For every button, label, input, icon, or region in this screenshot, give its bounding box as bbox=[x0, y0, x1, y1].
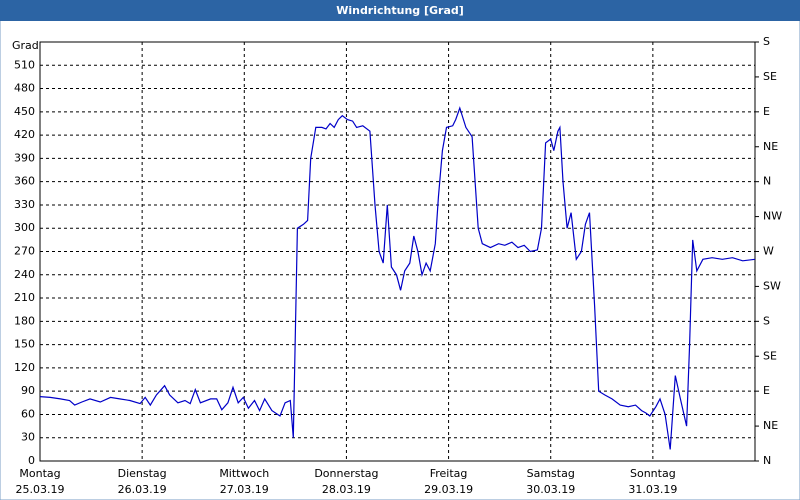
y2-tick-label: SW bbox=[763, 279, 781, 292]
y-tick-label: 450 bbox=[14, 105, 35, 118]
y-tick-label: 210 bbox=[14, 291, 35, 304]
y2-tick-label: W bbox=[763, 245, 774, 258]
y2-tick-label: NE bbox=[763, 140, 778, 153]
x-tick-date: 26.03.19 bbox=[118, 483, 167, 496]
y-tick-label: 510 bbox=[14, 58, 35, 71]
data-line bbox=[39, 106, 756, 450]
y2-tick-label: S bbox=[763, 314, 770, 327]
y2-tick-label: NW bbox=[763, 210, 782, 223]
y2-tick-label: N bbox=[763, 454, 771, 467]
x-tick-date: 28.03.19 bbox=[322, 483, 371, 496]
y-tick-label: 480 bbox=[14, 82, 35, 95]
y-axis-label: Grad bbox=[12, 39, 39, 52]
chart-title: Windrichtung [Grad] bbox=[336, 4, 464, 17]
y2-tick-label: NE bbox=[763, 419, 778, 432]
y-tick-label: 420 bbox=[14, 128, 35, 141]
y2-tick-label: SE bbox=[763, 70, 777, 83]
x-tick-label: Dienstag bbox=[118, 467, 167, 480]
y-tick-label: 30 bbox=[21, 431, 35, 444]
y-tick-label: 390 bbox=[14, 151, 35, 164]
title-bar bbox=[0, 0, 800, 21]
y2-tick-label: S bbox=[763, 35, 770, 48]
y-tick-label: 120 bbox=[14, 361, 35, 374]
y-tick-label: 300 bbox=[14, 221, 35, 234]
y-tick-label: 240 bbox=[14, 268, 35, 281]
x-tick-date: 30.03.19 bbox=[526, 483, 575, 496]
y-tick-label: 0 bbox=[28, 454, 35, 467]
y-tick-label: 360 bbox=[14, 175, 35, 188]
y-tick-label: 330 bbox=[14, 198, 35, 211]
y-tick-label: 270 bbox=[14, 245, 35, 258]
x-tick-label: Mittwoch bbox=[219, 467, 269, 480]
x-tick-label: Montag bbox=[19, 467, 60, 480]
x-tick-date: 27.03.19 bbox=[220, 483, 269, 496]
x-tick-label: Samstag bbox=[527, 467, 575, 480]
y-tick-label: 60 bbox=[21, 407, 35, 420]
x-tick-date: 31.03.19 bbox=[628, 483, 677, 496]
x-tick-label: Donnerstag bbox=[314, 467, 378, 480]
x-tick-label: Sonntag bbox=[630, 467, 676, 480]
y-tick-label: 90 bbox=[21, 384, 35, 397]
y-tick-label: 150 bbox=[14, 338, 35, 351]
y2-tick-label: SE bbox=[763, 349, 777, 362]
y2-tick-label: N bbox=[763, 175, 771, 188]
y2-tick-label: E bbox=[763, 105, 770, 118]
plot-border bbox=[39, 41, 756, 462]
x-tick-date: 29.03.19 bbox=[424, 483, 473, 496]
y2-tick-label: E bbox=[763, 384, 770, 397]
x-tick-label: Freitag bbox=[430, 467, 468, 480]
y-tick-label: 180 bbox=[14, 314, 35, 327]
x-tick-date: 25.03.19 bbox=[16, 483, 65, 496]
